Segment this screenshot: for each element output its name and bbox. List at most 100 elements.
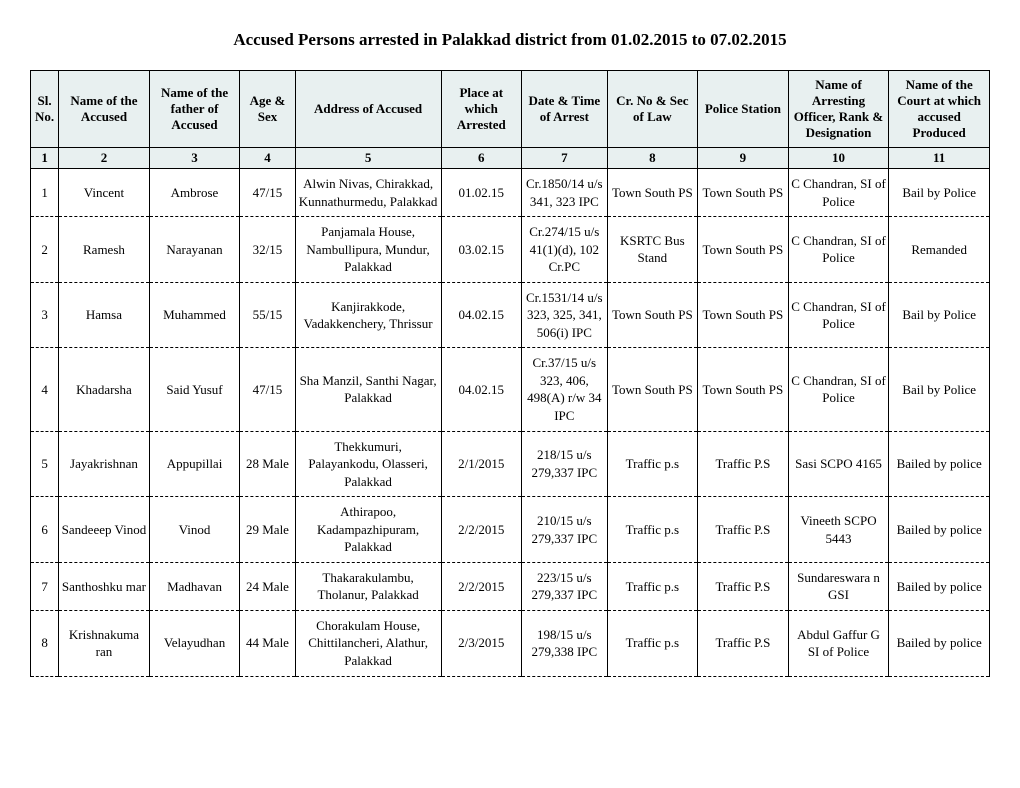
cell-father: Madhavan (149, 562, 240, 610)
cell-name: Hamsa (59, 282, 150, 348)
cell-name: Jayakrishnan (59, 431, 150, 497)
table-row: 5JayakrishnanAppupillai28 MaleThekkumuri… (31, 431, 990, 497)
cell-addr: Chorakulam House, Chittilancheri, Alathu… (295, 610, 441, 676)
cell-officer: Abdul Gaffur G SI of Police (788, 610, 889, 676)
cell-court: Bail by Police (889, 169, 990, 217)
cell-sl: 5 (31, 431, 59, 497)
cell-date: 198/15 u/s 279,338 IPC (522, 610, 608, 676)
cell-father: Narayanan (149, 217, 240, 283)
column-number: 3 (149, 148, 240, 169)
cell-sl: 3 (31, 282, 59, 348)
cell-age: 32/15 (240, 217, 295, 283)
cell-cr: Town South PS (607, 169, 698, 217)
cell-officer: C Chandran, SI of Police (788, 348, 889, 431)
cell-court: Bailed by police (889, 610, 990, 676)
cell-date: Cr.1531/14 u/s 323, 325, 341, 506(i) IPC (522, 282, 608, 348)
cell-sl: 8 (31, 610, 59, 676)
column-number: 7 (522, 148, 608, 169)
cell-place: 01.02.15 (441, 169, 522, 217)
cell-cr: Traffic p.s (607, 610, 698, 676)
cell-sl: 1 (31, 169, 59, 217)
column-header: Date & Time of Arrest (522, 71, 608, 148)
cell-place: 03.02.15 (441, 217, 522, 283)
column-number: 1 (31, 148, 59, 169)
cell-ps: Town South PS (698, 169, 789, 217)
cell-father: Velayudhan (149, 610, 240, 676)
table-row: 7Santhoshku marMadhavan24 MaleThakarakul… (31, 562, 990, 610)
cell-officer: C Chandran, SI of Police (788, 282, 889, 348)
cell-addr: Athirapoo, Kadampazhipuram, Palakkad (295, 497, 441, 563)
cell-ps: Town South PS (698, 348, 789, 431)
cell-sl: 4 (31, 348, 59, 431)
cell-court: Bailed by police (889, 497, 990, 563)
cell-name: Vincent (59, 169, 150, 217)
cell-cr: KSRTC Bus Stand (607, 217, 698, 283)
cell-officer: Sasi SCPO 4165 (788, 431, 889, 497)
cell-officer: C Chandran, SI of Police (788, 217, 889, 283)
cell-ps: Town South PS (698, 217, 789, 283)
cell-father: Said Yusuf (149, 348, 240, 431)
cell-age: 24 Male (240, 562, 295, 610)
column-number: 9 (698, 148, 789, 169)
cell-date: 218/15 u/s 279,337 IPC (522, 431, 608, 497)
cell-father: Ambrose (149, 169, 240, 217)
column-header: Name of the Court at which accused Produ… (889, 71, 990, 148)
column-header: Age & Sex (240, 71, 295, 148)
cell-place: 2/1/2015 (441, 431, 522, 497)
cell-age: 44 Male (240, 610, 295, 676)
table-row: 1VincentAmbrose47/15Alwin Nivas, Chirakk… (31, 169, 990, 217)
cell-place: 04.02.15 (441, 348, 522, 431)
cell-cr: Traffic p.s (607, 497, 698, 563)
cell-ps: Traffic P.S (698, 610, 789, 676)
cell-age: 29 Male (240, 497, 295, 563)
cell-name: Santhoshku mar (59, 562, 150, 610)
column-number-row: 1234567891011 (31, 148, 990, 169)
column-number: 11 (889, 148, 990, 169)
table-row: 8Krishnakuma ranVelayudhan44 MaleChoraku… (31, 610, 990, 676)
table-row: 3HamsaMuhammed55/15Kanjirakkode, Vadakke… (31, 282, 990, 348)
cell-sl: 7 (31, 562, 59, 610)
cell-date: Cr.274/15 u/s 41(1)(d), 102 Cr.PC (522, 217, 608, 283)
cell-sl: 2 (31, 217, 59, 283)
cell-officer: Vineeth SCPO 5443 (788, 497, 889, 563)
cell-addr: Kanjirakkode, Vadakkenchery, Thrissur (295, 282, 441, 348)
cell-name: Khadarsha (59, 348, 150, 431)
page-title: Accused Persons arrested in Palakkad dis… (30, 30, 990, 50)
cell-cr: Traffic p.s (607, 431, 698, 497)
arrests-table: Sl. No.Name of the AccusedName of the fa… (30, 70, 990, 677)
table-row: 2RameshNarayanan32/15Panjamala House, Na… (31, 217, 990, 283)
cell-ps: Town South PS (698, 282, 789, 348)
cell-court: Bailed by police (889, 562, 990, 610)
cell-addr: Thekkumuri, Palayankodu, Olasseri, Palak… (295, 431, 441, 497)
column-number: 6 (441, 148, 522, 169)
column-header: Address of Accused (295, 71, 441, 148)
cell-name: Sandeeep Vinod (59, 497, 150, 563)
column-header: Police Station (698, 71, 789, 148)
cell-sl: 6 (31, 497, 59, 563)
column-number: 5 (295, 148, 441, 169)
cell-court: Bail by Police (889, 282, 990, 348)
cell-ps: Traffic P.S (698, 562, 789, 610)
column-number: 4 (240, 148, 295, 169)
cell-addr: Panjamala House, Nambullipura, Mundur, P… (295, 217, 441, 283)
cell-date: Cr.37/15 u/s 323, 406, 498(A) r/w 34 IPC (522, 348, 608, 431)
cell-name: Ramesh (59, 217, 150, 283)
cell-name: Krishnakuma ran (59, 610, 150, 676)
cell-cr: Traffic p.s (607, 562, 698, 610)
column-header: Name of Arresting Officer, Rank & Design… (788, 71, 889, 148)
cell-officer: C Chandran, SI of Police (788, 169, 889, 217)
cell-court: Remanded (889, 217, 990, 283)
cell-age: 55/15 (240, 282, 295, 348)
column-header: Name of the Accused (59, 71, 150, 148)
cell-cr: Town South PS (607, 282, 698, 348)
column-header: Cr. No & Sec of Law (607, 71, 698, 148)
cell-court: Bailed by police (889, 431, 990, 497)
cell-court: Bail by Police (889, 348, 990, 431)
cell-place: 2/2/2015 (441, 497, 522, 563)
table-body: 1VincentAmbrose47/15Alwin Nivas, Chirakk… (31, 169, 990, 677)
cell-father: Vinod (149, 497, 240, 563)
cell-date: 223/15 u/s 279,337 IPC (522, 562, 608, 610)
cell-addr: Thakarakulambu, Tholanur, Palakkad (295, 562, 441, 610)
cell-father: Muhammed (149, 282, 240, 348)
cell-addr: Alwin Nivas, Chirakkad, Kunnathurmedu, P… (295, 169, 441, 217)
